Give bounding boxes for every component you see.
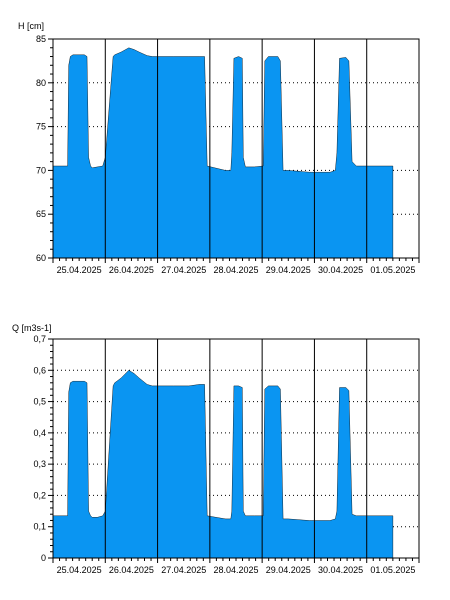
x-tick-label: 27.04.2025 <box>161 565 206 575</box>
y-tick-label: 0,2 <box>33 490 46 500</box>
x-axis-ticks: 25.04.2025 26.04.2025 27.04.2025 28.04.2025… <box>52 258 420 275</box>
discharge-chart: Q [m3s-1] 0 0,1 0,2 0,3 0,4 0,5 0,6 0,7 25.04.2… <box>12 323 420 575</box>
x-tick-label: 27.04.2025 <box>161 265 206 275</box>
y-axis-title: Q [m3s-1] <box>12 323 52 333</box>
x-tick-label: 28.04.2025 <box>213 265 258 275</box>
y-tick-label: 0,5 <box>33 397 46 407</box>
y-tick-label: 0 <box>41 553 46 563</box>
x-tick-label: 29.04.2025 <box>266 265 311 275</box>
y-axis-ticks: 60 65 70 75 80 85 <box>36 34 53 263</box>
x-tick-label: 26.04.2025 <box>109 265 154 275</box>
y-tick-label: 0,1 <box>33 522 46 532</box>
plot-frame <box>52 338 420 559</box>
x-tick-label: 01.05.2025 <box>370 265 415 275</box>
y-tick-label: 75 <box>36 122 46 132</box>
area-series <box>52 370 394 559</box>
y-tick-label: 0,7 <box>33 334 46 344</box>
y-tick-label: 65 <box>36 209 46 219</box>
y-tick-label: 0,6 <box>33 365 46 375</box>
x-tick-label: 25.04.2025 <box>57 265 102 275</box>
x-tick-label: 30.04.2025 <box>318 265 363 275</box>
x-tick-label: 29.04.2025 <box>266 565 311 575</box>
water-level-chart: H [cm] 60 65 70 75 80 85 25.04.2025 26.04.2025… <box>18 21 420 275</box>
y-tick-label: 60 <box>36 253 46 263</box>
area-series <box>52 47 394 259</box>
y-axis-title: H [cm] <box>18 21 44 31</box>
x-tick-label: 28.04.2025 <box>213 565 258 575</box>
y-tick-label: 0,3 <box>33 459 46 469</box>
y-tick-label: 70 <box>36 165 46 175</box>
x-tick-label: 25.04.2025 <box>57 565 102 575</box>
day-separators <box>104 39 368 258</box>
y-axis-ticks: 0 0,1 0,2 0,3 0,4 0,5 0,6 0,7 <box>33 334 53 563</box>
y-tick-label: 0,4 <box>33 428 46 438</box>
x-tick-label: 26.04.2025 <box>109 565 154 575</box>
x-tick-label: 30.04.2025 <box>318 565 363 575</box>
y-tick-label: 80 <box>36 78 46 88</box>
plot-frame <box>52 38 420 259</box>
x-axis-ticks: 25.04.2025 26.04.2025 27.04.2025 28.04.2025… <box>52 558 420 575</box>
day-separators <box>104 339 368 558</box>
y-tick-label: 85 <box>36 34 46 44</box>
x-tick-label: 01.05.2025 <box>370 565 415 575</box>
